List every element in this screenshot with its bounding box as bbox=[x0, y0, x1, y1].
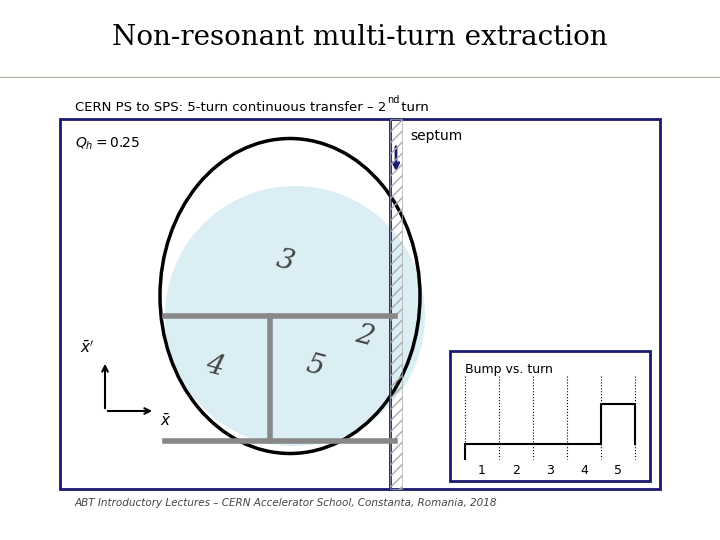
Text: $Q_h = 0.25$: $Q_h = 0.25$ bbox=[75, 136, 140, 152]
Bar bbox=[60, 119, 660, 489]
Text: 5: 5 bbox=[614, 464, 622, 477]
Text: 2: 2 bbox=[512, 464, 520, 477]
Text: 1: 1 bbox=[478, 464, 486, 477]
Bar bbox=[450, 351, 650, 481]
Text: turn: turn bbox=[397, 101, 428, 114]
Polygon shape bbox=[165, 186, 425, 446]
Text: nd: nd bbox=[387, 95, 400, 105]
Text: CERN PS to SPS: 5-turn continuous transfer – 2: CERN PS to SPS: 5-turn continuous transf… bbox=[75, 101, 387, 114]
Text: Non-resonant multi-turn extraction: Non-resonant multi-turn extraction bbox=[112, 24, 608, 51]
Text: 2: 2 bbox=[353, 321, 377, 352]
Text: ABT Introductory Lectures – CERN Accelerator School, Constanta, Romania, 2018: ABT Introductory Lectures – CERN Acceler… bbox=[75, 498, 498, 508]
Bar bbox=[390, 119, 402, 489]
Text: Bump vs. turn: Bump vs. turn bbox=[465, 363, 553, 376]
Text: 5: 5 bbox=[303, 350, 327, 381]
Text: 3: 3 bbox=[546, 464, 554, 477]
Text: 3: 3 bbox=[273, 246, 297, 276]
Text: septum: septum bbox=[410, 129, 462, 143]
Text: 4: 4 bbox=[203, 350, 227, 381]
Text: $\bar{x}'$: $\bar{x}'$ bbox=[80, 340, 94, 356]
Text: $\bar{x}$: $\bar{x}$ bbox=[160, 413, 171, 429]
Text: 4: 4 bbox=[580, 464, 588, 477]
